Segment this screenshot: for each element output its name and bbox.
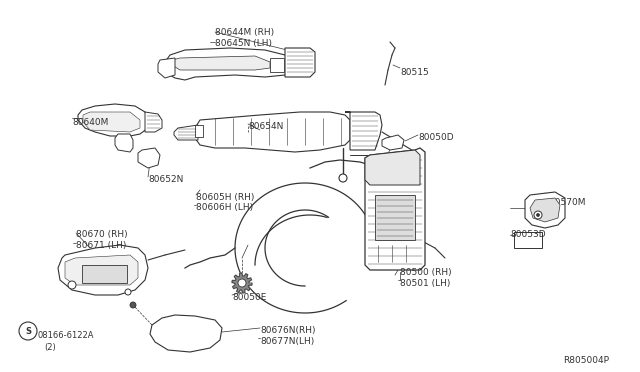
Circle shape [19,322,37,340]
Polygon shape [65,255,138,285]
Text: 80670 (RH): 80670 (RH) [76,230,127,239]
Text: S: S [25,327,31,336]
Text: 80640M: 80640M [72,118,108,127]
Bar [82,265,127,283]
Text: 80645N (LH): 80645N (LH) [215,39,272,48]
Text: 80515: 80515 [400,68,429,77]
Circle shape [238,279,246,287]
Text: 80570M: 80570M [549,198,586,207]
Text: 08166-6122A: 08166-6122A [38,331,95,340]
Polygon shape [365,148,425,270]
Circle shape [125,289,131,295]
Bar [375,195,415,240]
Polygon shape [172,56,270,70]
Polygon shape [365,150,420,185]
Text: 80606H (LH): 80606H (LH) [196,203,253,212]
Text: 80050D: 80050D [418,133,454,142]
Polygon shape [58,245,148,295]
Polygon shape [165,48,295,80]
Text: 80654N: 80654N [248,122,284,131]
Polygon shape [195,112,350,152]
Text: 80676N(RH): 80676N(RH) [260,326,316,335]
Text: 80501 (LH): 80501 (LH) [400,279,451,288]
Polygon shape [382,135,404,150]
Polygon shape [145,112,162,132]
Text: (2): (2) [44,343,56,352]
Bar [270,58,284,72]
Circle shape [130,302,136,308]
Text: 80671 (LH): 80671 (LH) [76,241,126,250]
Polygon shape [345,112,382,150]
Bar [514,232,542,248]
Polygon shape [150,315,222,352]
Text: 80652N: 80652N [148,175,184,184]
Circle shape [339,174,347,182]
Circle shape [68,281,76,289]
Text: 80050E: 80050E [232,293,266,302]
Text: 80644M (RH): 80644M (RH) [215,28,274,37]
Text: R805004P: R805004P [563,356,609,365]
Bar [195,125,203,137]
Polygon shape [232,273,252,293]
Polygon shape [83,112,140,132]
Circle shape [536,214,540,217]
Polygon shape [138,148,160,168]
Text: 80053D: 80053D [510,230,546,239]
Text: 80500 (RH): 80500 (RH) [400,268,452,277]
Polygon shape [285,48,315,77]
Text: 80605H (RH): 80605H (RH) [196,193,254,202]
Polygon shape [78,104,148,136]
Text: 80677N(LH): 80677N(LH) [260,337,314,346]
Polygon shape [174,125,198,140]
Circle shape [534,211,542,219]
Polygon shape [115,134,133,152]
Polygon shape [525,192,565,228]
Polygon shape [530,198,560,222]
Polygon shape [158,58,175,78]
